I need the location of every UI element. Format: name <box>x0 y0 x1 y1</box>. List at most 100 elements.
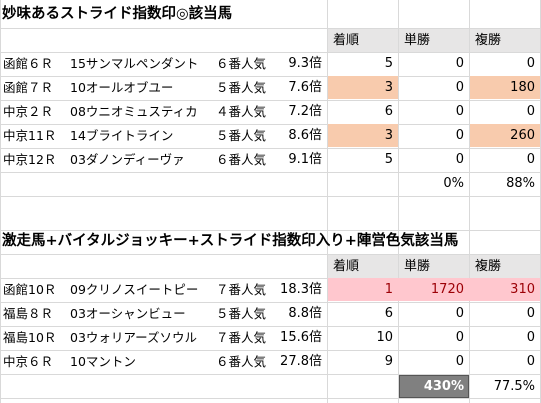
win-cell: 1720 <box>430 282 464 297</box>
gridline <box>469 0 470 403</box>
table-row: 函館10Ｒ 09クリノスイートピー ７番人気 18.3倍 1 1720 310 <box>0 278 541 302</box>
table-row: 福島８Ｒ 03オーシャンビュー ５番人気 8.8倍 6 0 0 <box>0 302 541 326</box>
gridline <box>0 326 541 327</box>
place-cell: 310 <box>510 282 535 297</box>
odds-cell: 8.8倍 <box>288 306 322 321</box>
race-cell: 中京６Ｒ <box>3 354 54 369</box>
odds-cell: 7.2倍 <box>288 104 322 119</box>
highlight-fill <box>328 76 398 99</box>
rank-cell: 1 <box>384 282 393 297</box>
gridline <box>327 0 328 403</box>
gridline <box>0 350 541 351</box>
gridline <box>0 0 1 403</box>
win-cell: 0 <box>455 152 464 167</box>
race-cell: 福島10Ｒ <box>3 330 57 345</box>
win-rate: 0% <box>443 176 464 191</box>
race-cell: 中京12Ｒ <box>3 152 57 167</box>
gridline <box>0 230 541 231</box>
section1-totals-row: 0% 88% <box>0 172 541 196</box>
highlight-fill <box>470 76 540 99</box>
win-cell: 0 <box>455 56 464 71</box>
place-cell: 260 <box>510 128 535 143</box>
place-cell: 0 <box>526 56 535 71</box>
gridline <box>0 278 541 279</box>
race-cell: 中京11Ｒ <box>3 128 57 143</box>
race-cell: 中京２Ｒ <box>3 104 54 119</box>
win-rate: 430% <box>423 379 464 394</box>
gridline <box>0 302 541 303</box>
gridline <box>0 124 541 125</box>
popularity-cell: ７番人気 <box>216 282 267 297</box>
rank-cell: 6 <box>384 104 393 119</box>
section2-title: 激走馬+バイタルジョッキー+ストライド指数印入り+陣営色気該当馬 <box>2 233 459 249</box>
horse-cell: 03ウォリアーズソウル <box>70 330 198 345</box>
place-cell: 0 <box>526 104 535 119</box>
gridline <box>0 76 541 77</box>
popularity-cell: ５番人気 <box>216 306 267 321</box>
rank-cell: 5 <box>384 152 393 167</box>
place-cell: 0 <box>526 306 535 321</box>
win-cell: 0 <box>455 306 464 321</box>
place-cell: 180 <box>510 80 535 95</box>
rank-cell: 3 <box>384 80 393 95</box>
popularity-cell: ７番人気 <box>216 330 267 345</box>
rank-cell: 3 <box>384 128 393 143</box>
rank-cell: 6 <box>384 306 393 321</box>
win-cell: 0 <box>455 128 464 143</box>
header-rank: 着順 <box>328 29 398 52</box>
odds-cell: 18.3倍 <box>280 282 322 297</box>
popularity-cell: ５番人気 <box>216 80 267 95</box>
header-place: 複勝 <box>470 29 540 52</box>
odds-cell: 9.3倍 <box>288 56 322 71</box>
popularity-cell: ６番人気 <box>216 152 267 167</box>
section2-totals-row: 430% 77.5% <box>0 375 541 399</box>
highlight-fill <box>328 278 540 301</box>
race-cell: 函館６Ｒ <box>3 56 54 71</box>
place-cell: 0 <box>526 354 535 369</box>
header-win: 単勝 <box>399 255 469 278</box>
horse-cell: 14ブライトライン <box>70 128 174 143</box>
odds-cell: 15.6倍 <box>280 330 322 345</box>
gridline <box>0 28 541 29</box>
section2-header-row: 着順 単勝 複勝 <box>0 255 541 279</box>
table-row: 函館７Ｒ 10オールオブユー ５番人気 7.6倍 3 0 180 <box>0 76 541 100</box>
horse-cell: 09クリノスイートピー <box>70 282 199 297</box>
place-cell: 0 <box>526 152 535 167</box>
odds-cell: 7.6倍 <box>288 80 322 95</box>
gridline <box>0 52 541 53</box>
gridline <box>0 398 541 399</box>
win-cell: 0 <box>455 104 464 119</box>
odds-cell: 27.8倍 <box>280 354 322 369</box>
win-cell: 0 <box>455 80 464 95</box>
race-cell: 函館７Ｒ <box>3 80 54 95</box>
header-rank: 着順 <box>328 255 398 278</box>
horse-cell: 08ウニオミュスティカ <box>70 104 198 119</box>
section1-header-row: 着順 単勝 複勝 <box>0 29 541 53</box>
odds-cell: 9.1倍 <box>288 152 322 167</box>
horse-cell: 10オールオブユー <box>70 80 174 95</box>
popularity-cell: ６番人気 <box>216 354 267 369</box>
table-row: 中京12Ｒ 03ダノンディーヴァ ６番人気 9.1倍 5 0 0 <box>0 148 541 172</box>
table-row: 福島10Ｒ 03ウォリアーズソウル ７番人気 15.6倍 10 0 0 <box>0 326 541 350</box>
gridline <box>0 374 541 375</box>
place-cell: 0 <box>526 330 535 345</box>
rank-cell: 9 <box>384 354 393 369</box>
rank-cell: 10 <box>376 330 393 345</box>
race-cell: 福島８Ｒ <box>3 306 54 321</box>
place-rate: 88% <box>506 176 535 191</box>
odds-cell: 8.6倍 <box>288 128 322 143</box>
highlight-fill <box>328 124 398 147</box>
rank-cell: 5 <box>384 56 393 71</box>
gridline <box>398 0 399 403</box>
gridline <box>0 196 541 197</box>
header-win: 単勝 <box>399 29 469 52</box>
header-place: 複勝 <box>470 255 540 278</box>
horse-cell: 15サンマルペンダント <box>70 56 199 71</box>
horse-cell: 03ダノンディーヴァ <box>70 152 185 167</box>
win-cell: 0 <box>455 330 464 345</box>
table-row: 中京２Ｒ 08ウニオミュスティカ ４番人気 7.2倍 6 0 0 <box>0 100 541 124</box>
horse-cell: 03オーシャンビュー <box>70 306 186 321</box>
section1-title: 妙味あるストライド指数印◎該当馬 <box>2 6 233 22</box>
popularity-cell: ４番人気 <box>216 104 267 119</box>
gridline <box>0 100 541 101</box>
